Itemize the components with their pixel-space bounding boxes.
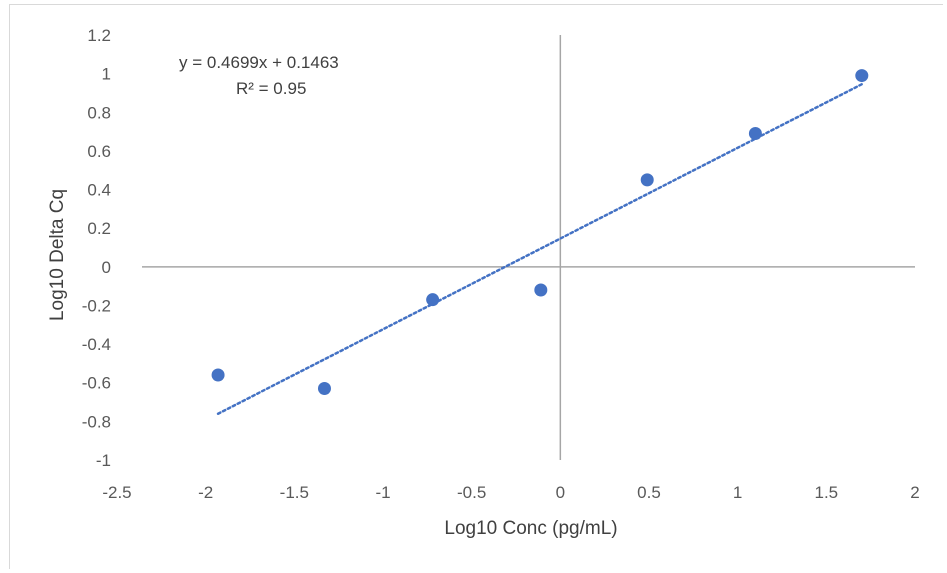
scatter-chart: -2.5 -2 -1.5 -1 -0.5 0 0.5 1 1.5 2 -1 -0.8 -0.6 -0.4 -… [47, 26, 920, 539]
y-tick-label: 0.6 [87, 142, 111, 161]
y-tick-label: 0 [102, 258, 111, 277]
data-point [426, 293, 440, 307]
trendline-r-squared: R² = 0.95 [236, 79, 306, 98]
y-tick-label: -0.2 [82, 296, 111, 315]
trendline-equation: y = 0.4699x + 0.1463 [179, 53, 339, 72]
x-axis-title: Log10 Conc (pg/mL) [444, 518, 617, 539]
data-point [640, 173, 654, 187]
data-point [855, 69, 869, 83]
data-point [317, 382, 331, 396]
y-tick-label: 1.2 [87, 26, 111, 45]
x-tick-label: -1.5 [280, 483, 309, 502]
x-tick-label: -2 [198, 483, 213, 502]
x-tick-label: -2.5 [102, 483, 131, 502]
x-tick-label: -1 [375, 483, 390, 502]
y-tick-label: 0.8 [87, 103, 111, 122]
trendline [216, 82, 864, 416]
chart-frame: -2.5 -2 -1.5 -1 -0.5 0 0.5 1 1.5 2 -1 -0.8 -0.6 -0.4 -… [9, 4, 943, 569]
y-tick-label: -1 [96, 451, 111, 470]
y-tick-label: -0.8 [82, 412, 111, 431]
x-tick-label: 2 [910, 483, 919, 502]
y-tick-label: -0.4 [82, 335, 111, 354]
y-tick-label: -0.6 [82, 374, 111, 393]
data-point [534, 283, 548, 297]
y-tick-label: 0.4 [87, 181, 111, 200]
data-point [748, 127, 762, 141]
x-tick-label: -0.5 [457, 483, 486, 502]
x-tick-label: 0 [556, 483, 565, 502]
data-point [211, 368, 225, 382]
x-tick-label: 1 [733, 483, 742, 502]
x-tick-label: 1.5 [815, 483, 839, 502]
x-tick-label: 0.5 [637, 483, 661, 502]
y-tick-label: 1 [102, 65, 111, 84]
y-tick-label: 0.2 [87, 219, 111, 238]
y-axis-title: Log10 Delta Cq [47, 189, 68, 321]
